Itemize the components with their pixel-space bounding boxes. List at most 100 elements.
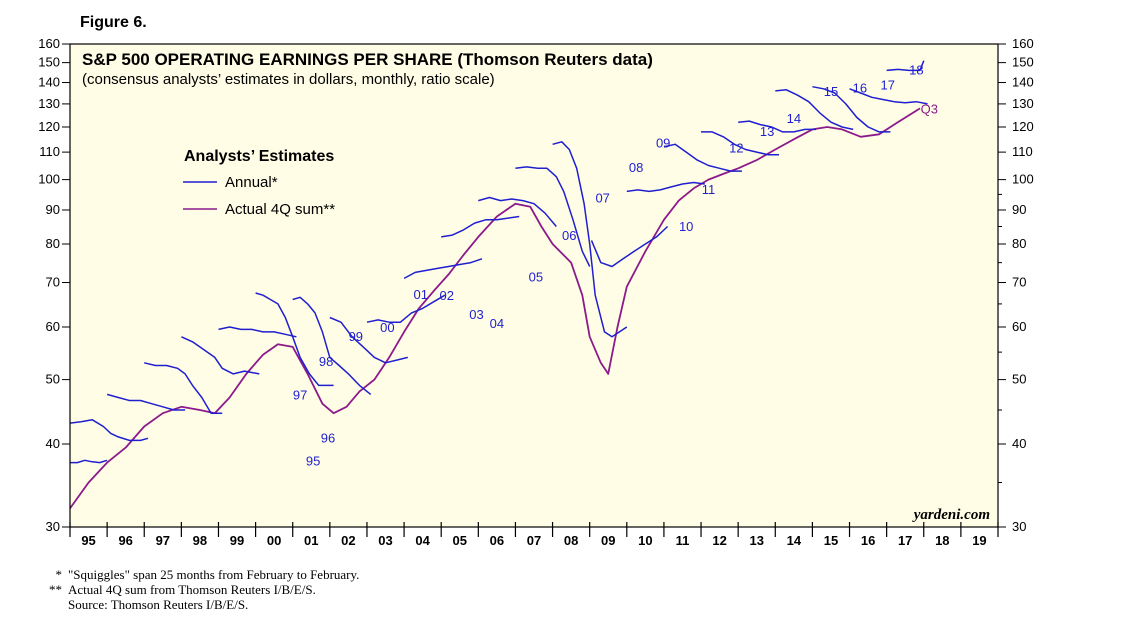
annual-line-14 [738,120,817,133]
chart-subtitle: (consensus analysts’ estimates in dollar… [82,71,495,88]
series-label-12: 12 [729,140,743,155]
y-tick-label: 130 [38,96,60,111]
annual-line-01 [255,292,334,387]
series-label-09: 09 [656,135,670,150]
annual-line-15 [775,89,854,131]
series-label-15: 15 [824,84,838,99]
series-label-96: 96 [321,431,335,446]
footnote-1: * "Squiggles" span 25 months from Februar… [40,567,360,582]
y-tick-label: 30 [1012,519,1026,534]
annual-line-99 [181,336,260,375]
annual-line-07 [478,196,557,227]
series-label-04: 04 [490,316,504,331]
annual-line-96 [69,419,149,442]
annual-line-06 [441,215,520,238]
legend-title: Analysts’ Estimates [184,148,334,165]
x-tick-label: 09 [601,533,615,548]
y-tick-label: 40 [1012,436,1026,451]
series-label-16: 16 [853,81,867,96]
series-label-07: 07 [595,190,609,205]
series-label-95: 95 [306,453,320,468]
x-axis: 95 96 97 98 99 00 01 02 03 04 05 06 07 08 09 10 11 12 13 14… [81,533,986,548]
x-tick-label: 13 [749,533,763,548]
y-tick-label: 80 [1012,236,1026,251]
series-label-00: 00 [380,320,394,335]
series-label-17: 17 [881,78,895,93]
x-tick-label: 14 [787,533,802,548]
plot-area [70,44,998,527]
y-tick-label: 90 [1012,202,1026,217]
series-label-01: 01 [414,287,428,302]
x-tick-label: 00 [267,533,281,548]
x-tick-label: 10 [638,533,652,548]
y-tick-label: 60 [1012,319,1026,334]
x-tick-label: 01 [304,533,318,548]
series-label-06: 06 [562,228,576,243]
watermark: yardeni.com [912,507,990,523]
y-tick-label: 160 [38,36,60,51]
x-tick-label: 08 [564,533,578,548]
x-tick-label: 07 [527,533,541,548]
y-axis-right: 30 40 50 60 70 80 90 100 110 120 130 140 150 160 [1012,36,1034,534]
series-label-03: 03 [469,307,483,322]
figure-label: Figure 6. [80,14,147,31]
y-tick-label: 60 [46,319,60,334]
annual-line-95 [70,459,108,464]
x-tick-label: 19 [972,533,986,548]
x-tick-label: 03 [378,533,392,548]
axis-ticks [62,43,1006,537]
annual-line-16 [812,85,891,133]
y-tick-label: 160 [1012,36,1034,51]
x-tick-label: 16 [861,533,875,548]
footnote-1-text: "Squiggles" span 25 months from February… [68,567,360,582]
annual-line-12 [663,143,742,172]
x-tick-label: 04 [415,533,430,548]
y-tick-label: 140 [38,75,60,90]
series-label-Q3: Q3 [921,101,938,116]
annual-line-10 [590,225,669,268]
y-tick-label: 70 [1012,275,1026,290]
plot-frame [69,43,999,528]
footnote-3: Source: Thomson Reuters I/B/E/S. [40,597,248,612]
chart-title: S&P 500 OPERATING EARNINGS PER SHARE (Th… [82,50,653,69]
annual-line-97 [106,393,186,411]
annual-line-98 [144,362,223,414]
x-tick-label: 99 [230,533,244,548]
y-tick-label: 130 [1012,96,1034,111]
y-tick-label: 70 [46,275,60,290]
y-tick-label: 40 [46,436,60,451]
actual-4q-line [69,107,921,509]
y-tick-label: 50 [1012,372,1026,387]
footnote-2-text: Actual 4Q sum from Thomson Reuters I/B/E… [68,582,316,597]
series-label-97: 97 [293,387,307,402]
y-tick-label: 110 [1012,144,1033,159]
x-tick-label: 96 [118,533,132,548]
y-tick-label: 120 [1012,119,1034,134]
annual-line-18 [886,60,925,72]
series-label-10: 10 [679,219,693,234]
legend-actual-label: Actual 4Q sum** [225,201,335,218]
annual-line-11 [626,181,705,193]
x-tick-label: 05 [453,533,467,548]
y-tick-label: 100 [1012,172,1034,187]
x-tick-label: 17 [898,533,912,548]
annual-line-17 [849,88,928,105]
annual-line-02 [292,296,372,395]
x-tick-label: 18 [935,533,949,548]
legend-annual-label: Annual* [225,174,278,191]
annual-line-13 [701,131,779,156]
x-tick-label: 95 [81,533,95,548]
series-label-08: 08 [629,160,643,175]
series-group [69,60,928,509]
series-label-11: 11 [702,182,716,197]
y-tick-label: 90 [46,202,60,217]
x-tick-label: 11 [676,533,690,548]
y-tick-label: 120 [38,119,60,134]
annual-line-08 [515,166,591,267]
series-label-05: 05 [529,269,543,284]
y-tick-label: 50 [46,372,60,387]
y-axis-left: 30 40 50 60 70 80 90 100 110 120 130 140 150 160 [38,36,60,534]
x-tick-label: 98 [193,533,207,548]
